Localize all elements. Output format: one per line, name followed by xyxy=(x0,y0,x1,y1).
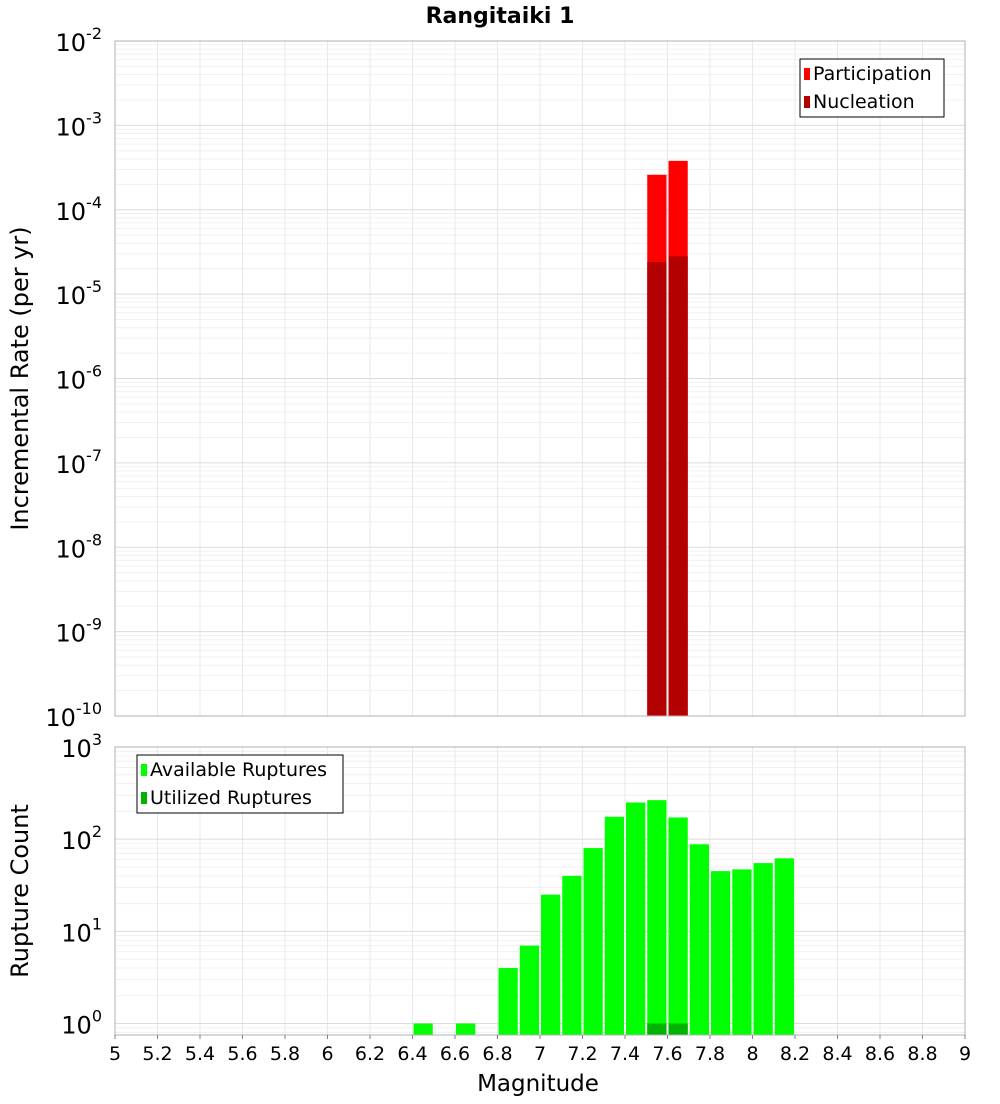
x-tick-label: 8.4 xyxy=(822,1043,852,1065)
plot-frame xyxy=(114,40,966,717)
y-tick-label: 10-9 xyxy=(56,615,103,648)
x-tick-label: 6.6 xyxy=(440,1043,470,1065)
x-tick-label: 7.4 xyxy=(610,1043,640,1065)
bottom-panel: 100 101 102 103 Rupture Count Available Ruptu… xyxy=(6,730,971,1097)
chart-title: Rangitaiki 1 xyxy=(426,4,575,29)
x-tick-label: 8.8 xyxy=(907,1043,937,1065)
bar xyxy=(604,816,624,1035)
bar xyxy=(668,817,688,1035)
bar xyxy=(647,262,667,716)
legend: Participation Nucleation xyxy=(799,58,945,118)
x-tick-label: 6.4 xyxy=(397,1043,427,1065)
bar xyxy=(626,802,646,1035)
x-tick-label: 6 xyxy=(321,1043,333,1065)
y-tick-label: 101 xyxy=(61,914,102,947)
bar xyxy=(583,848,603,1035)
x-tick-label: 6.8 xyxy=(482,1043,512,1065)
x-tick-label: 5.6 xyxy=(227,1043,257,1065)
bar xyxy=(732,869,752,1035)
bar xyxy=(456,1023,476,1035)
top-panel: 10-10 10-9 10-8 10-7 10-6 10-5 10-4 10-3 10-2 Inc… xyxy=(6,24,966,732)
legend-label: Nucleation xyxy=(813,91,915,113)
y-tick-label: 103 xyxy=(61,730,102,763)
bar xyxy=(774,858,794,1035)
y-tick-label: 10-4 xyxy=(56,193,103,226)
x-ticks: 5 5.2 5.4 5.6 5.8 6 6.2 6.4 6.6 6.8 7 7.2 7.4 7.6 7.8 8… xyxy=(109,1035,971,1065)
bar xyxy=(541,894,561,1035)
y-tick-label: 10-8 xyxy=(56,530,103,563)
legend-swatch xyxy=(141,792,147,804)
x-axis-label: Magnitude xyxy=(477,1071,599,1097)
bar xyxy=(562,875,582,1035)
legend-label: Available Ruptures xyxy=(150,759,327,781)
x-tick-label: 7.6 xyxy=(652,1043,682,1065)
bar xyxy=(689,844,709,1035)
y-tick-label: 10-5 xyxy=(56,277,103,310)
bar xyxy=(413,1023,433,1035)
bar xyxy=(647,800,667,1035)
x-tick-label: 9 xyxy=(959,1043,971,1065)
bar xyxy=(647,1023,667,1035)
x-tick-label: 6.2 xyxy=(355,1043,385,1065)
legend-box xyxy=(799,58,945,118)
x-tick-label: 5.8 xyxy=(270,1043,300,1065)
y-tick-label: 10-10 xyxy=(45,699,102,732)
x-tick-label: 7 xyxy=(534,1043,546,1065)
legend: Available Ruptures Utilized Ruptures xyxy=(136,754,344,814)
legend-swatch xyxy=(804,96,810,108)
y-tick-label: 10-2 xyxy=(56,24,103,57)
y-tick-label: 10-6 xyxy=(56,362,103,395)
bar xyxy=(519,945,539,1035)
x-tick-label: 8.2 xyxy=(780,1043,810,1065)
bar xyxy=(711,871,731,1035)
x-tick-label: 8 xyxy=(746,1043,758,1065)
bar xyxy=(753,863,773,1035)
legend-swatch xyxy=(141,764,147,776)
legend-swatch xyxy=(804,68,810,80)
x-tick-label: 5.2 xyxy=(142,1043,172,1065)
bar xyxy=(668,256,688,716)
x-tick-label: 5 xyxy=(109,1043,121,1065)
bar xyxy=(668,1023,688,1035)
x-tick-label: 8.6 xyxy=(865,1043,895,1065)
legend-box xyxy=(136,754,344,814)
y-tick-label: 10-3 xyxy=(56,108,103,141)
series-nucleation xyxy=(647,256,688,716)
y-axis-label: Rupture Count xyxy=(6,804,34,978)
y-tick-label: 100 xyxy=(61,1006,102,1039)
series-available-ruptures xyxy=(413,800,794,1035)
legend-label: Participation xyxy=(813,63,932,85)
series-utilized-ruptures xyxy=(647,1023,688,1035)
y-tick-label: 102 xyxy=(61,822,102,855)
legend-label: Utilized Ruptures xyxy=(150,787,312,809)
x-tick-label: 7.8 xyxy=(695,1043,725,1065)
y-axis-label: Incremental Rate (per yr) xyxy=(6,226,34,530)
x-tick-label: 7.2 xyxy=(567,1043,597,1065)
bar xyxy=(498,967,518,1035)
y-tick-label: 10-7 xyxy=(56,446,103,479)
x-tick-label: 5.4 xyxy=(185,1043,215,1065)
